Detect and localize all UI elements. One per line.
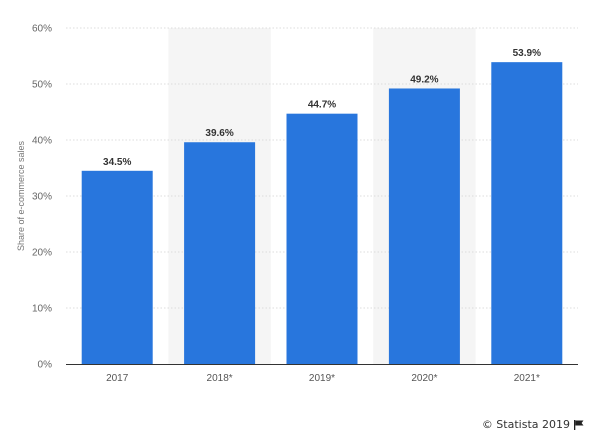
bars xyxy=(81,62,563,365)
y-tick-label: 0% xyxy=(38,360,53,371)
x-tick-label: 2020* xyxy=(411,373,437,384)
bar[interactable] xyxy=(388,88,460,364)
data-label: 34.5% xyxy=(103,157,131,168)
bar[interactable] xyxy=(184,142,256,364)
bar[interactable] xyxy=(286,113,358,365)
flag-icon xyxy=(574,419,584,430)
y-tick-label: 30% xyxy=(32,192,52,203)
x-tick-label: 2019* xyxy=(309,373,335,384)
y-tick-label: 40% xyxy=(32,136,52,147)
y-axis-ticks: 0% 10% 20% 30% 40% 50% 60% xyxy=(32,24,52,371)
credit-text: © Statista 2019 xyxy=(481,418,570,431)
y-axis-title: Share of e-commerce sales xyxy=(16,140,26,251)
x-tick-label: 2021* xyxy=(514,373,540,384)
data-labels: 34.5% 39.6% 44.7% 49.2% 53.9% xyxy=(103,48,541,168)
data-label: 39.6% xyxy=(205,128,233,139)
x-axis-ticks: 2017 2018* 2019* 2020* 2021* xyxy=(106,373,540,384)
y-tick-label: 10% xyxy=(32,304,52,315)
bar[interactable] xyxy=(81,170,153,364)
x-tick-label: 2017 xyxy=(106,373,129,384)
x-tick-label: 2018* xyxy=(207,373,233,384)
data-label: 44.7% xyxy=(308,100,336,111)
y-tick-label: 50% xyxy=(32,80,52,91)
bar[interactable] xyxy=(491,62,563,364)
y-tick-label: 60% xyxy=(32,24,52,35)
y-tick-label: 20% xyxy=(32,248,52,259)
data-label: 49.2% xyxy=(410,74,438,85)
data-label: 53.9% xyxy=(513,48,541,59)
statista-credit[interactable]: © Statista 2019 xyxy=(482,418,584,431)
